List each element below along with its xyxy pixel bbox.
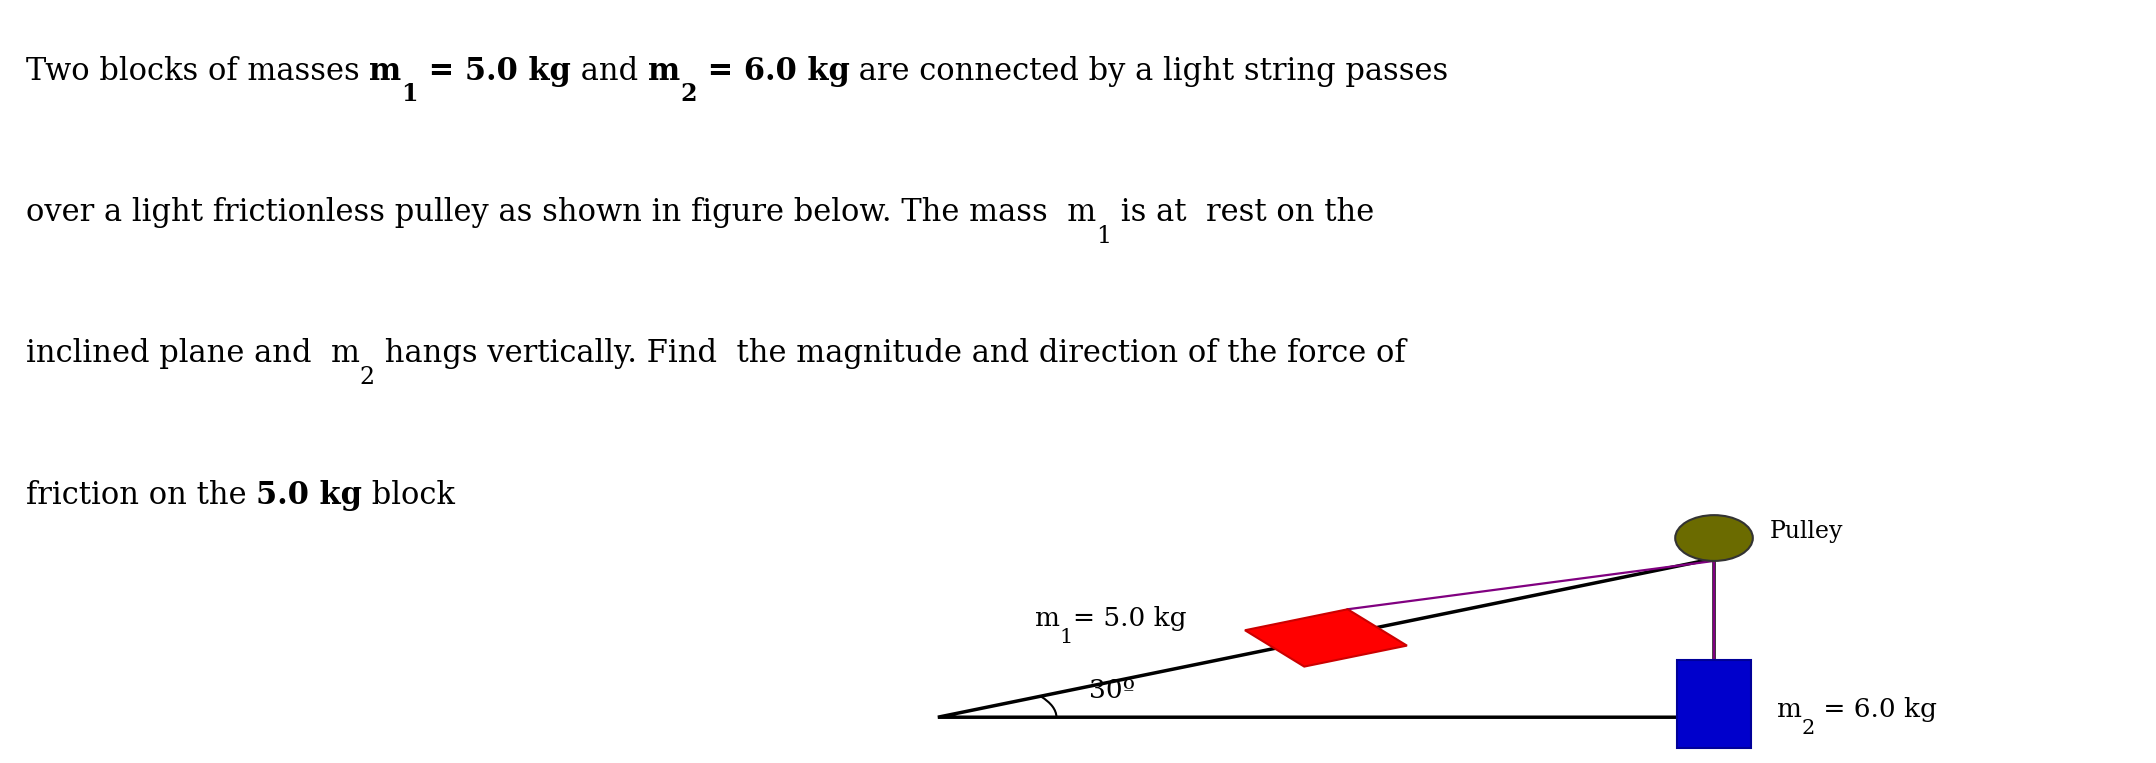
Text: m: m <box>1035 607 1061 632</box>
Text: inclined plane and  m: inclined plane and m <box>26 339 360 369</box>
Text: is at  rest on the: is at rest on the <box>1110 198 1376 228</box>
Text: = 6.0 kg: = 6.0 kg <box>696 56 849 87</box>
Text: 1: 1 <box>1061 628 1074 647</box>
Text: m: m <box>1777 697 1802 722</box>
Polygon shape <box>1244 610 1408 667</box>
Text: 2: 2 <box>679 82 696 107</box>
Text: are connected by a light string passes: are connected by a light string passes <box>849 56 1449 87</box>
Text: 1: 1 <box>1095 224 1110 248</box>
Text: = 5.0 kg: = 5.0 kg <box>1074 607 1188 632</box>
Text: 2: 2 <box>1802 719 1815 738</box>
Text: 2: 2 <box>360 365 375 389</box>
Bar <box>1677 660 1751 748</box>
Text: m: m <box>369 56 401 87</box>
Text: hangs vertically. Find  the magnitude and direction of the force of: hangs vertically. Find the magnitude and… <box>375 339 1406 369</box>
Text: 5.0 kg: 5.0 kg <box>257 480 362 510</box>
Ellipse shape <box>1675 515 1753 561</box>
Text: 30º: 30º <box>1089 678 1134 703</box>
Text: = 5.0 kg: = 5.0 kg <box>418 56 571 87</box>
Text: Two blocks of masses: Two blocks of masses <box>26 56 369 87</box>
Text: over a light frictionless pulley as shown in figure below. The mass  m: over a light frictionless pulley as show… <box>26 198 1095 228</box>
Text: friction on the: friction on the <box>26 480 257 510</box>
Text: m: m <box>647 56 679 87</box>
Text: 1: 1 <box>401 82 418 107</box>
Text: block: block <box>362 480 455 510</box>
Text: and: and <box>571 56 647 87</box>
Text: = 6.0 kg: = 6.0 kg <box>1815 697 1936 722</box>
Text: Pulley: Pulley <box>1770 520 1843 542</box>
